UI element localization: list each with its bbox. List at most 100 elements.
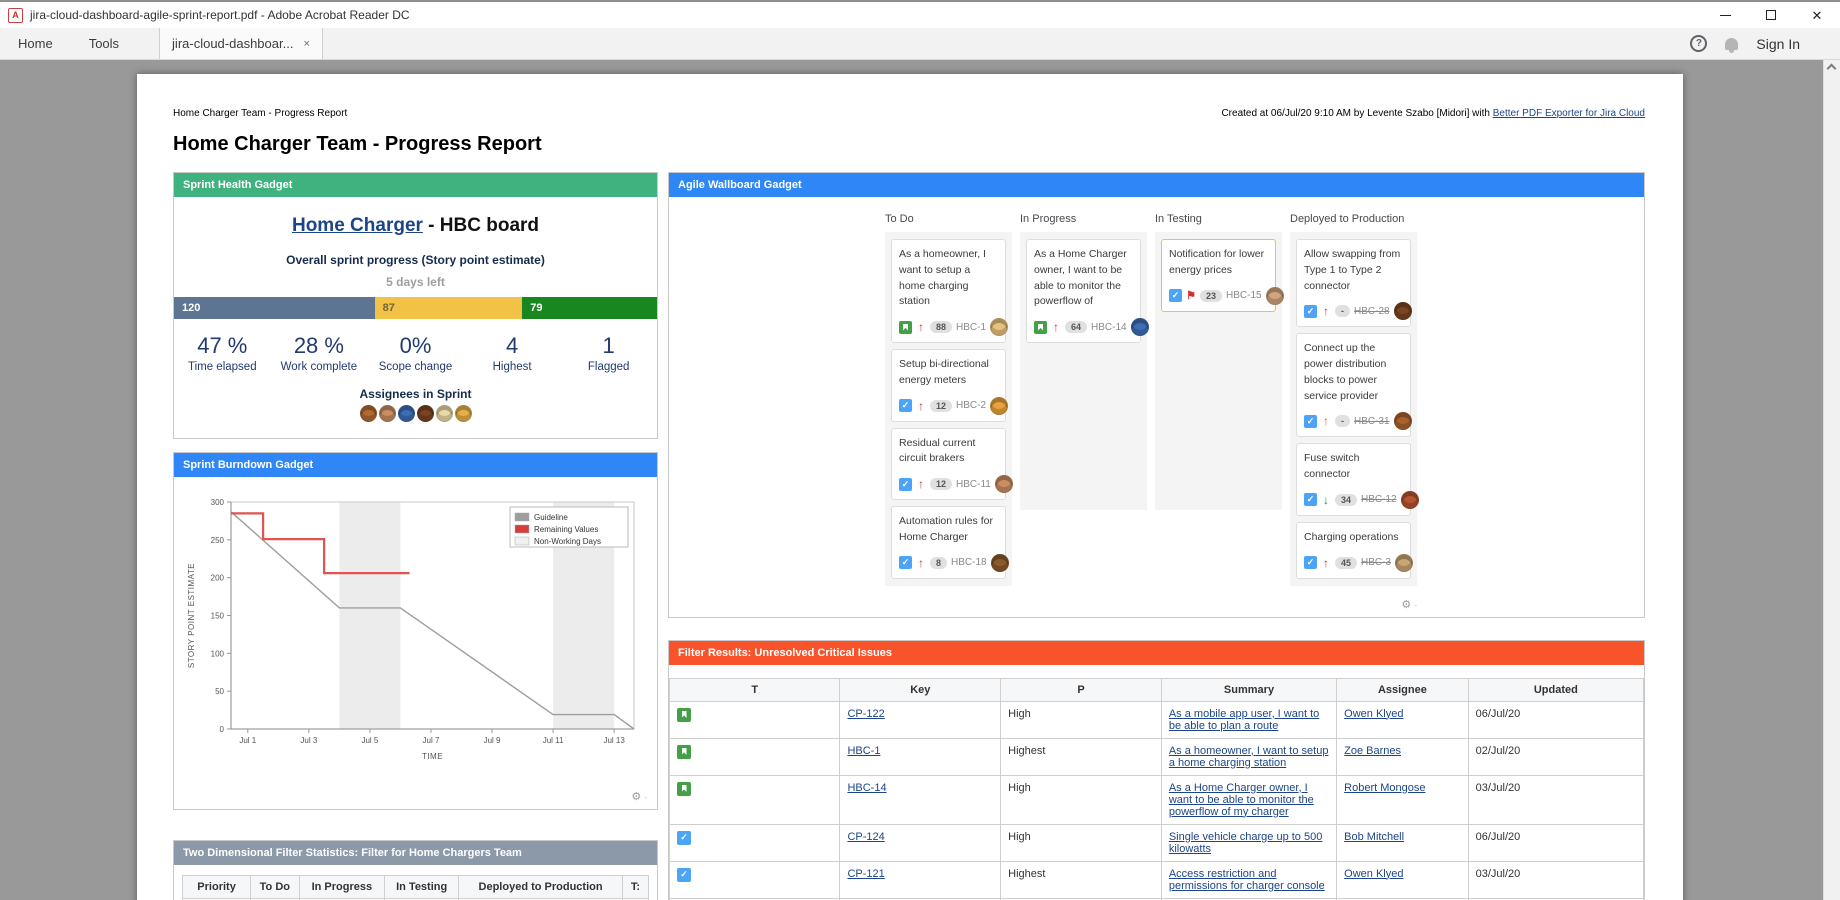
wallboard-card: Setup bi-directional energy meters ✓ ↑ 12 HB… xyxy=(891,349,1009,422)
assignee-link[interactable]: Owen Klyed xyxy=(1344,867,1404,880)
table-row: ✓ CP-121 Highest Access restriction and per… xyxy=(668,860,1645,899)
updated-cell: 06/Jul/20 xyxy=(1467,897,1645,900)
column-header: T xyxy=(668,677,841,702)
issue-type-cell xyxy=(668,737,841,776)
pdf-file-icon: A xyxy=(8,7,23,23)
tab-document[interactable]: jira-cloud-dashboar... × xyxy=(159,28,323,59)
issue-key: HBC-1 xyxy=(956,321,987,333)
sprint-health-header: Sprint Health Gadget xyxy=(174,173,657,197)
series-guideline xyxy=(230,511,635,730)
wallboard-card: Connect up the power distribution blocks… xyxy=(1296,333,1412,438)
issue-key-link[interactable]: HBC-14 xyxy=(847,781,887,794)
notification-bell-icon[interactable] xyxy=(1725,37,1739,53)
priority-cell: Highest xyxy=(1000,860,1162,899)
column-header: Updated xyxy=(1467,677,1645,702)
sprint-stat: 28 % Work complete xyxy=(271,333,368,373)
board-link[interactable]: Home Charger xyxy=(291,215,423,236)
wallboard-card: Residual current circuit brakers ✓ ↑ 12 HBC-… xyxy=(891,427,1013,500)
burndown-chart: 0 50 100 150 200 250 300 Jul 1 Jul 3 Jul 5 Jul 7 Ju… xyxy=(187,498,635,761)
table-row: ✓CP-120HighestPrepare for solar panel in… xyxy=(668,897,1645,900)
column-header: P xyxy=(1000,677,1162,702)
help-icon[interactable]: ? xyxy=(1690,35,1708,52)
summary-link[interactable]: Access restriction and permissions for c… xyxy=(1168,867,1325,892)
assignee-link[interactable]: Bob Mitchell xyxy=(1344,830,1405,843)
table-row: ✓ CP-124 High Single vehicle charge up to 5… xyxy=(668,823,1645,862)
pdf-page: Home Charger Team - Progress Report Crea… xyxy=(137,74,1683,900)
column-header: Assignee xyxy=(1336,677,1469,702)
column-header: Key xyxy=(839,677,1002,702)
column-header: Priority xyxy=(181,875,252,899)
filter-results-header: Filter Results: Unresolved Critical Issu… xyxy=(669,640,1644,665)
avatar xyxy=(994,475,1013,493)
wallboard-card: Allow swapping from Type 1 to Type 2 con… xyxy=(1296,239,1412,328)
avatar xyxy=(435,405,453,422)
svg-text:Jul 3: Jul 3 xyxy=(300,736,317,745)
column-header: Deployed to Production xyxy=(458,875,623,899)
task-icon: ✓ xyxy=(899,399,912,412)
wallboard-column-body: As a Home Charger owner, I want to be ab… xyxy=(1020,232,1149,510)
card-summary: Notification for lower energy prices xyxy=(1169,248,1265,276)
task-icon: ✓ xyxy=(677,867,691,882)
minimize-icon xyxy=(1719,14,1731,16)
assignee-link[interactable]: Owen Klyed xyxy=(1344,707,1404,720)
window-title: jira-cloud-dashboard-agile-sprint-report… xyxy=(30,8,410,22)
issue-key: HBC-12 xyxy=(1361,494,1397,506)
scroll-up-icon[interactable] xyxy=(1826,63,1837,74)
issue-key-link[interactable]: CP-121 xyxy=(847,867,885,880)
issue-key: HBC-28 xyxy=(1354,305,1390,317)
sprint-burndown-header: Sprint Burndown Gadget xyxy=(174,453,657,477)
assignee-link[interactable]: Robert Mongose xyxy=(1344,781,1426,794)
story-icon xyxy=(677,744,691,759)
close-button[interactable]: ✕ xyxy=(1811,7,1823,23)
issue-key-link[interactable]: HBC-1 xyxy=(847,744,881,757)
svg-text:Jul 9: Jul 9 xyxy=(484,736,501,745)
avatar xyxy=(1400,490,1419,509)
summary-cell: As a mobile app user, I want to be able … xyxy=(1160,700,1338,739)
tab-tools[interactable]: Tools xyxy=(88,36,120,51)
updated-cell: 06/Jul/20 xyxy=(1467,823,1645,862)
task-icon: ✓ xyxy=(899,556,912,569)
maximize-button[interactable] xyxy=(1748,2,1794,28)
sign-in-button[interactable]: Sign In xyxy=(1756,35,1800,52)
summary-link[interactable]: As a mobile app user, I want to be able … xyxy=(1168,707,1320,732)
assignee-cell: Robert Mongose xyxy=(1336,774,1469,825)
wallboard-gear-row: ⚙ - xyxy=(669,598,1417,611)
created-at-text: Created at 06/Jul/20 9:10 AM by Levente … xyxy=(1221,108,1493,119)
bookmark-glyph xyxy=(681,711,687,718)
exporter-link[interactable]: Better PDF Exporter for Jira Cloud xyxy=(1492,108,1645,119)
svg-text:Jul 13: Jul 13 xyxy=(603,736,625,745)
issue-key-link[interactable]: CP-124 xyxy=(847,830,885,843)
updated-cell: 02/Jul/20 xyxy=(1467,737,1645,776)
summary-link[interactable]: Single vehicle charge up to 500 kilowatt… xyxy=(1168,830,1323,855)
tab-close-icon[interactable]: × xyxy=(303,37,310,50)
wallboard-card: Notification for lower energy prices ✓ ⚑ 23… xyxy=(1161,239,1284,312)
assignee-cell: Owen Klyed xyxy=(1336,860,1469,899)
svg-text:Guideline: Guideline xyxy=(534,513,568,522)
card-footer: ✓ ⚑ 23 HBC-15 xyxy=(1169,286,1284,305)
sprint-progress-subtitle: Overall sprint progress (Story point est… xyxy=(286,253,545,267)
priority-cell: High xyxy=(1000,700,1162,739)
board-suffix: - HBC board xyxy=(422,215,540,236)
vertical-scrollbar[interactable] xyxy=(1823,60,1840,900)
avatar xyxy=(1393,412,1412,431)
card-summary: As a homeowner, I want to setup a home c… xyxy=(899,248,986,308)
minimize-button[interactable] xyxy=(1702,2,1748,28)
svg-text:Jul 1: Jul 1 xyxy=(239,736,256,745)
priority-cell: High xyxy=(1000,823,1162,862)
assignees-avatars xyxy=(174,405,657,422)
assignee-cell: Owen Klyed xyxy=(1336,700,1469,739)
issue-key-link[interactable]: CP-122 xyxy=(847,707,885,720)
table-row: CP-122 High As a mobile app user, I want t… xyxy=(668,700,1645,739)
stat-value: 47 % xyxy=(197,333,248,358)
summary-link[interactable]: As a Home Charger owner, I want to be ab… xyxy=(1168,781,1314,818)
tab-home[interactable]: Home xyxy=(18,36,53,51)
wallboard-column: Deployed to Production Allow swapping fro… xyxy=(1290,213,1419,586)
summary-link[interactable]: As a homeowner, I want to setup a home c… xyxy=(1168,744,1329,769)
updated-cell: 06/Jul/20 xyxy=(1467,700,1645,739)
card-summary: Automation rules for Home Charger xyxy=(899,515,993,543)
issue-type-cell: ✓ xyxy=(668,860,841,899)
page-header-left: Home Charger Team - Progress Report xyxy=(173,108,348,119)
card-footer: ✓ ↑ - HBC-28 xyxy=(1304,302,1412,321)
gear-dash: - xyxy=(644,793,647,802)
assignee-link[interactable]: Zoe Barnes xyxy=(1344,744,1402,757)
